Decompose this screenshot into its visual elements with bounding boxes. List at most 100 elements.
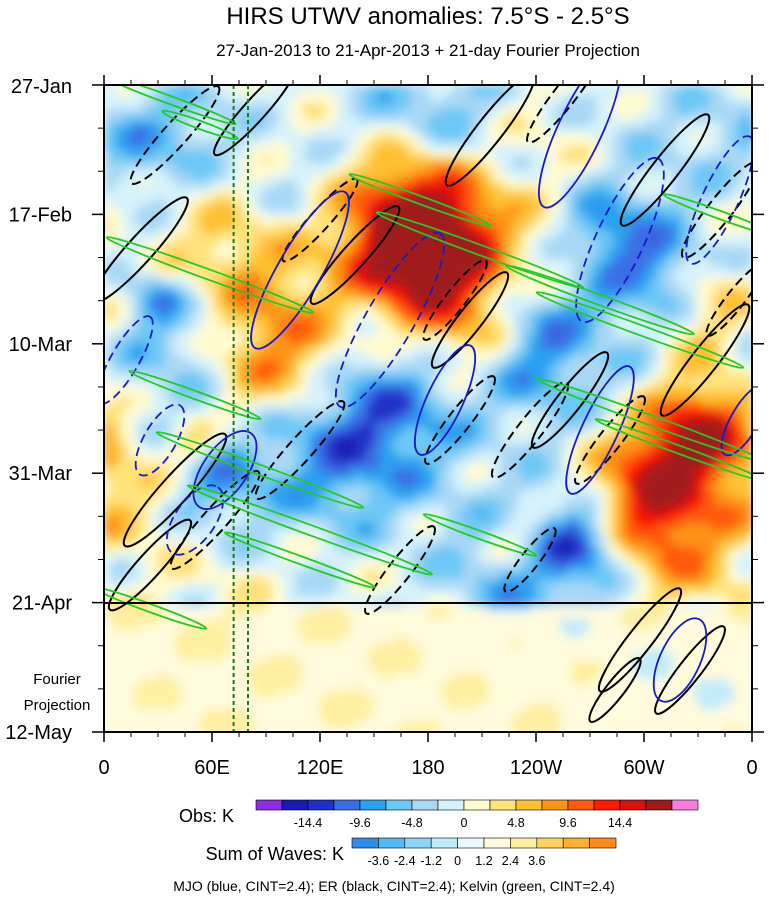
colorbar-swatch xyxy=(536,837,564,849)
colorbar-swatch xyxy=(437,799,465,811)
contour-line xyxy=(104,315,154,405)
colorbar-swatch xyxy=(671,799,699,811)
contour-line xyxy=(662,193,752,237)
contour-line xyxy=(134,403,186,477)
contour-line xyxy=(538,85,622,209)
contour-line xyxy=(161,109,239,141)
chart-title: HIRS UTWV anomalies: 7.5°S - 2.5°S xyxy=(226,3,629,30)
colorbar-swatch xyxy=(510,837,538,849)
contour-line xyxy=(565,365,635,495)
contour-line xyxy=(594,418,752,482)
colorbar-swatch xyxy=(351,837,379,849)
contour-line xyxy=(654,625,726,715)
axis-ticks: 0 60E 120E 180 120W 60W 0 27-Jan 17-Feb 10-Mar 31-… xyxy=(5,75,764,779)
contour-line xyxy=(588,656,642,724)
colorbar-tick-label: -1.2 xyxy=(420,854,442,868)
x-tick-label: 120W xyxy=(510,757,562,779)
contour-line xyxy=(444,85,536,187)
colorbar-swatch xyxy=(378,837,406,849)
colorbar-swatch xyxy=(463,799,491,811)
y-tick-label: 27-Jan xyxy=(11,76,72,98)
colorbar-tick-label: -3.6 xyxy=(368,854,390,868)
colorbar-tick-label: 1.2 xyxy=(475,854,492,868)
contour-line xyxy=(192,430,258,510)
colorbar-swatch xyxy=(404,837,432,849)
colorbar-tick-label: 3.6 xyxy=(528,854,545,868)
x-tick-label: 0 xyxy=(98,757,109,779)
waves-colorbar-label: Sum of Waves: K xyxy=(206,844,344,864)
colorbar-tick-label: -2.4 xyxy=(394,854,416,868)
contour-line xyxy=(413,344,477,456)
contour-line xyxy=(105,236,315,314)
colorbar-swatch xyxy=(281,799,309,811)
projection-label-line2: Projection xyxy=(24,697,91,714)
contour-line xyxy=(597,587,683,693)
colorbar-tick-label: -9.6 xyxy=(349,816,371,830)
colorbar-swatch xyxy=(567,799,595,811)
colorbar-tick-label: 14.4 xyxy=(608,816,632,830)
longitude-markers xyxy=(232,85,249,732)
contour-line xyxy=(659,303,751,417)
y-tick-label: 31-Mar xyxy=(9,463,73,485)
anomaly-field xyxy=(104,85,752,732)
colorbar-tick-label: 2.4 xyxy=(502,854,519,868)
contour-line xyxy=(155,431,365,509)
contour-line xyxy=(128,369,262,421)
wave-contours xyxy=(104,85,752,724)
contour-line xyxy=(104,85,237,126)
x-tick-label: 180 xyxy=(411,757,444,779)
x-tick-label: 60E xyxy=(194,757,230,779)
contour-line xyxy=(505,264,695,336)
colorbar-swatch xyxy=(411,799,439,811)
obs-colorbar-label: Obs: K xyxy=(179,806,234,826)
colorbar-swatch xyxy=(593,799,621,811)
colorbar-swatch xyxy=(562,837,590,849)
contour-line xyxy=(422,513,538,557)
colorbar-swatch xyxy=(457,837,485,849)
y-tick-label: 21-Apr xyxy=(12,593,72,615)
colorbar-swatch xyxy=(430,837,458,849)
contour-line xyxy=(685,135,752,265)
obs-colorbar: -14.4 -9.6 -4.8 0 4.8 9.6 14.4 xyxy=(255,799,699,830)
x-tick-label: 0 xyxy=(746,757,757,779)
contour-line xyxy=(165,484,225,556)
contour-line xyxy=(223,531,377,589)
colorbar-swatch xyxy=(541,799,569,811)
contour-line xyxy=(430,271,510,369)
colorbar-tick-label: 0 xyxy=(454,854,461,868)
contour-line xyxy=(574,395,646,485)
colorbar-swatch xyxy=(515,799,543,811)
colorbar-swatch xyxy=(359,799,387,811)
colorbar-swatch xyxy=(619,799,647,811)
y-tick-label: 10-Mar xyxy=(9,334,73,356)
contour-line xyxy=(104,586,208,630)
contour-line xyxy=(536,377,752,463)
colorbar-swatch xyxy=(483,837,511,849)
contour-line xyxy=(575,156,665,324)
colorbar-swatch xyxy=(589,837,617,849)
contour-line xyxy=(334,231,446,409)
plot-area: 0 60E 120E 180 120W 60W 0 27-Jan 17-Feb 10-Mar 31-… xyxy=(5,75,764,779)
contour-line xyxy=(309,205,401,305)
colorbar-swatch xyxy=(255,799,283,811)
contour-line xyxy=(129,85,221,185)
contour-line xyxy=(348,173,492,227)
colorbar-tick-label: 9.6 xyxy=(559,816,576,830)
contour-line xyxy=(526,85,604,144)
contour-line xyxy=(375,211,585,289)
contour-line xyxy=(652,617,708,703)
contour-line xyxy=(490,381,570,479)
contour-line xyxy=(535,291,745,369)
contour-line xyxy=(422,259,488,341)
chart-subtitle: 27-Jan-2013 to 21-Apr-2013 + 21-day Four… xyxy=(216,41,640,60)
colorbar-tick-label: -4.8 xyxy=(401,816,423,830)
y-tick-label: 12-May xyxy=(5,722,72,744)
colorbar-swatch xyxy=(333,799,361,811)
waves-colorbar: -3.6 -2.4 -1.2 0 1.2 2.4 3.6 xyxy=(351,837,617,868)
colorbar-tick-label: -14.4 xyxy=(294,816,323,830)
contour-line xyxy=(169,470,261,570)
contour-line xyxy=(619,113,711,227)
contour-line xyxy=(213,85,297,157)
colorbar-tick-label: 0 xyxy=(461,816,468,830)
